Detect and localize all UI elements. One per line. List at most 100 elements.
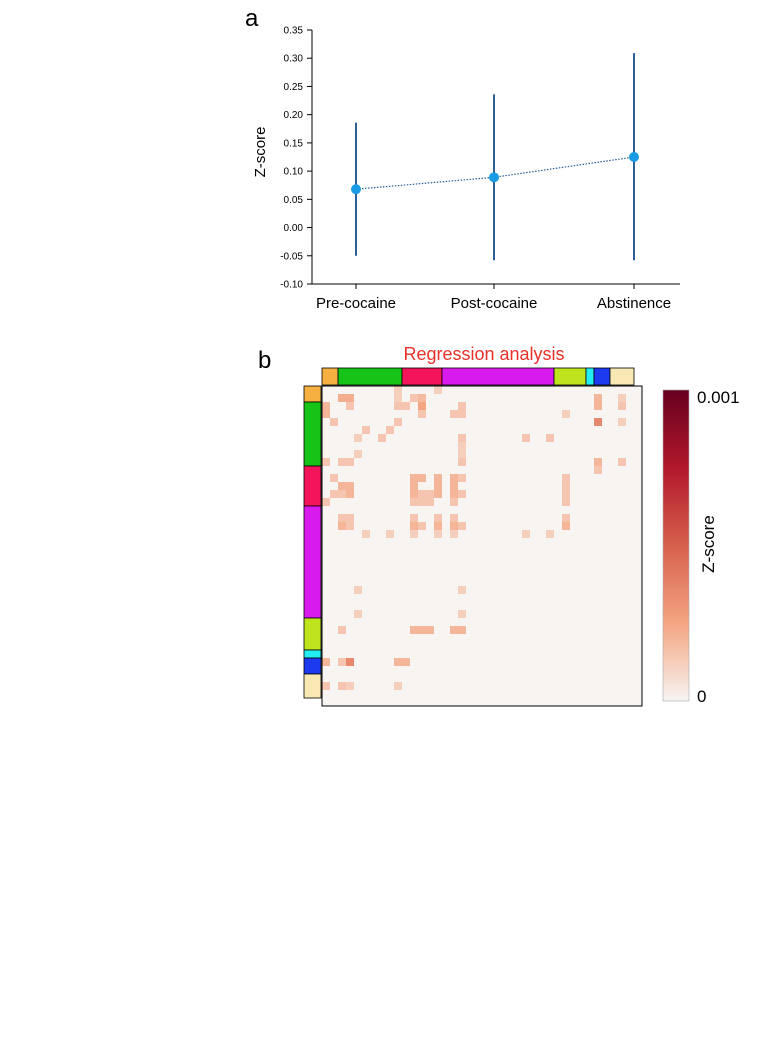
heatmap-cell	[338, 458, 346, 466]
heatmap-cell	[346, 482, 354, 490]
heatmap-cell	[458, 610, 466, 618]
heatmap-cell	[346, 458, 354, 466]
heatmap-cell	[402, 402, 410, 410]
y-axis-label: Z-score	[252, 127, 269, 178]
heatmap-cell	[410, 498, 418, 506]
heatmap-cell	[594, 418, 602, 426]
heatmap-cell	[338, 490, 346, 498]
heatmap-cells	[322, 386, 626, 690]
heatmap-cell	[434, 530, 442, 538]
heatmap-cell	[594, 394, 602, 402]
heatmap-cell	[362, 426, 370, 434]
heatmap-cell	[594, 402, 602, 410]
heatmap-cell	[450, 626, 458, 634]
module-block-left	[303, 617, 322, 651]
heatmap-cell	[418, 394, 426, 402]
module-block-top	[441, 367, 555, 386]
heatmap-cell	[410, 490, 418, 498]
heatmap-cell	[410, 514, 418, 522]
heatmap-cell	[450, 490, 458, 498]
module-strip-top	[321, 367, 635, 386]
heatmap-cell	[450, 410, 458, 418]
heatmap-cell	[458, 402, 466, 410]
heatmap-cell	[562, 514, 570, 522]
heatmap-cell	[410, 522, 418, 530]
module-block-left	[303, 385, 322, 403]
heatmap-cell	[354, 434, 362, 442]
heatmap-cell	[450, 498, 458, 506]
heatmap-cell	[410, 394, 418, 402]
heatmap-cell	[458, 626, 466, 634]
heatmap-cell	[394, 658, 402, 666]
heatmap-cell	[426, 490, 434, 498]
heatmap-cell	[322, 682, 330, 690]
heatmap-cell	[418, 474, 426, 482]
heatmap-background	[322, 386, 642, 706]
heatmap-cell	[594, 458, 602, 466]
heatmap-cell	[330, 418, 338, 426]
line-chart: 0.35 0.30 0.25 0.20 0.15 0.10 0.05 0.00 -0.05 -0.…	[252, 26, 680, 312]
module-block-left	[303, 673, 322, 699]
heatmap-cell	[458, 434, 466, 442]
y-tick-label: 0.35	[284, 26, 304, 37]
heatmap-cell	[346, 394, 354, 402]
heatmap-cell	[618, 402, 626, 410]
y-tick-label: 0.20	[284, 110, 304, 121]
heatmap-cell	[338, 394, 346, 402]
module-block-top	[337, 367, 403, 386]
heatmap-cell	[458, 522, 466, 530]
chart-axes	[311, 30, 680, 285]
heatmap-cell	[562, 522, 570, 530]
module-block-left	[303, 649, 322, 659]
heatmap-cell	[346, 514, 354, 522]
y-tick-label: -0.05	[280, 251, 303, 262]
data-point	[489, 172, 499, 183]
heatmap-cell	[346, 522, 354, 530]
heatmap-cell	[338, 482, 346, 490]
heatmap-cell	[410, 530, 418, 538]
heatmap-cell	[394, 682, 402, 690]
heatmap-cell	[458, 490, 466, 498]
data-point	[629, 152, 639, 162]
heatmap-cell	[346, 402, 354, 410]
heatmap-cell	[354, 450, 362, 458]
x-tick-label: Post-cocaine	[451, 295, 538, 312]
y-tick-label: 0.30	[284, 54, 304, 65]
heatmap-chart: Regression analysis 0.001 0 Z-score	[303, 344, 740, 707]
panel-label-a: a	[245, 5, 259, 32]
heatmap-cell	[346, 658, 354, 666]
colorbar-min-label: 0	[697, 687, 706, 706]
y-tick-label: 0.15	[284, 138, 304, 149]
heatmap-cell	[426, 498, 434, 506]
heatmap-cell	[546, 530, 554, 538]
heatmap-cell	[330, 490, 338, 498]
heatmap-cell	[346, 682, 354, 690]
module-block-top	[321, 367, 339, 386]
heatmap-cell	[450, 514, 458, 522]
heatmap-cell	[522, 434, 530, 442]
heatmap-cell	[322, 410, 330, 418]
heatmap-cell	[410, 482, 418, 490]
heatmap-cell	[426, 626, 434, 634]
heatmap-cell	[322, 498, 330, 506]
heatmap-cell	[402, 658, 410, 666]
heatmap-cell	[450, 482, 458, 490]
heatmap-cell	[522, 530, 530, 538]
x-axis-ticks: Pre-cocaine Post-cocaine Abstinence	[316, 284, 671, 312]
heatmap-cell	[434, 474, 442, 482]
module-strip-left	[303, 385, 322, 699]
data-point	[351, 184, 361, 195]
heatmap-cell	[362, 530, 370, 538]
heatmap-cell	[458, 586, 466, 594]
heatmap-cell	[450, 474, 458, 482]
heatmap-cell	[546, 434, 554, 442]
heatmap-title: Regression analysis	[403, 344, 564, 364]
heatmap-cell	[434, 482, 442, 490]
y-tick-label: 0.05	[284, 195, 304, 206]
heatmap-cell	[338, 514, 346, 522]
panel-label-b: b	[258, 347, 271, 374]
heatmap-cell	[338, 658, 346, 666]
y-tick-label: 0.00	[284, 223, 304, 234]
heatmap-cell	[330, 474, 338, 482]
heatmap-cell	[434, 490, 442, 498]
